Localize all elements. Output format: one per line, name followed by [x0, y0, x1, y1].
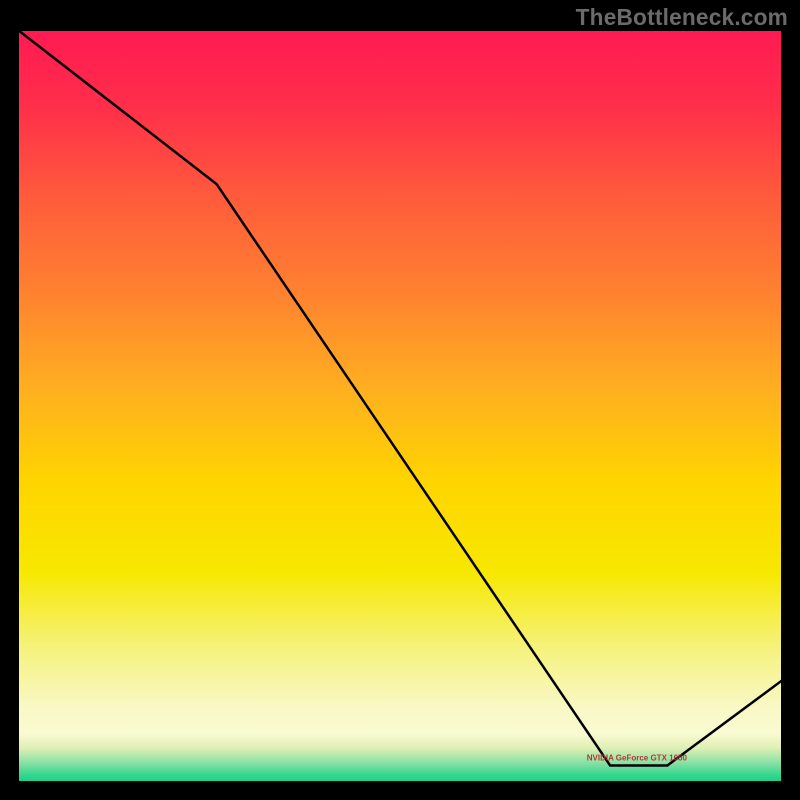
chart-frame: TheBottleneck.com NVIDIA GeForce GTX 165…: [0, 0, 800, 800]
plot-area: NVIDIA GeForce GTX 1650: [18, 30, 782, 782]
gpu-label-annotation: NVIDIA GeForce GTX 1650: [587, 753, 687, 762]
chart-svg: [18, 30, 782, 782]
gradient-background: [18, 30, 782, 782]
source-watermark: TheBottleneck.com: [576, 4, 788, 31]
